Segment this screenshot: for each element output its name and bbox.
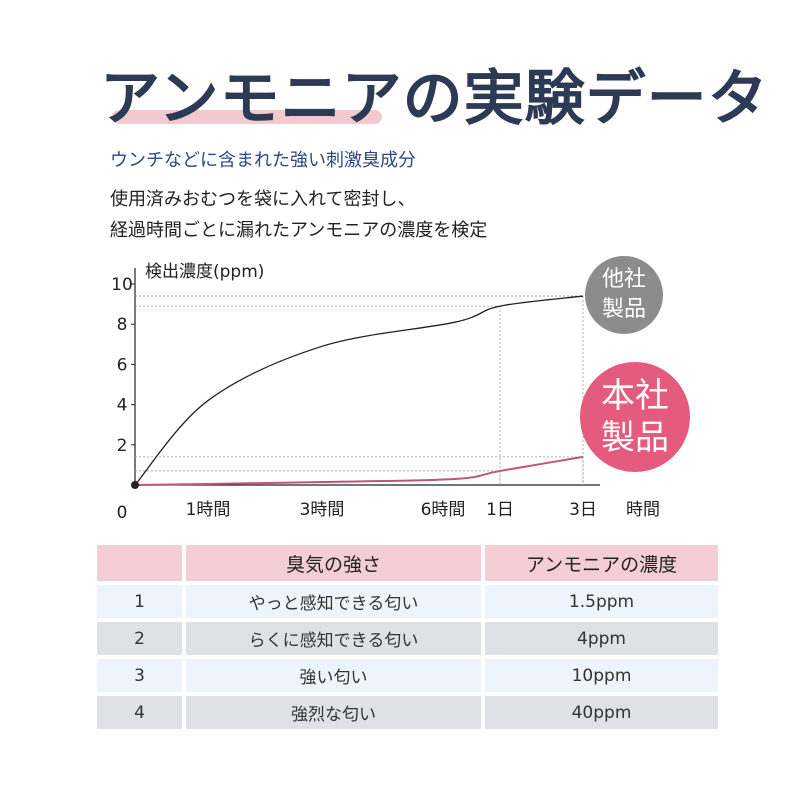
description-line-1: 使用済みおむつを袋に入れて密封し、 [110, 189, 416, 210]
row-concentration: 10ppm [485, 659, 718, 692]
description: 使用済みおむつを袋に入れて密封し、 経過時間ごとに漏れたアンモニアの濃度を検定 [110, 184, 487, 246]
series-line-other [134, 295, 584, 486]
header-ammonia-concentration: アンモニアの濃度 [485, 545, 718, 581]
table-row: 3 強い匂い 10ppm [97, 659, 718, 692]
row-concentration: 1.5ppm [485, 585, 718, 618]
origin-dot [131, 481, 139, 489]
x-tick-label: 3日 [569, 500, 597, 520]
row-odor-level: らくに感知できる匂い [186, 622, 481, 655]
title-block: アンモニアの実験データ [100, 50, 768, 140]
x-axis-label: 時間 [626, 500, 660, 520]
row-number: 1 [97, 585, 182, 618]
badge-other-line-1: 他社 [601, 267, 646, 292]
badge-other-line-2: 製品 [601, 297, 646, 322]
badge-other-product: 他社 製品 [585, 256, 663, 334]
odor-table: 臭気の強さ アンモニアの濃度 1 やっと感知できる匂い 1.5ppm 2 らくに… [93, 541, 722, 733]
subtitle: ウンチなどに含まれた強い刺激臭成分 [110, 150, 416, 171]
title-underline [112, 110, 382, 124]
y-tick-label: 0 [117, 503, 128, 523]
row-concentration: 40ppm [485, 696, 718, 729]
page-title: アンモニアの実験データ [100, 64, 769, 134]
row-odor-level: 強烈な匂い [186, 696, 481, 729]
badge-ours-line-1: 本社 [601, 376, 669, 416]
row-number: 4 [97, 696, 182, 729]
y-tick-label: 10 [111, 275, 133, 295]
header-odor-strength: 臭気の強さ [186, 545, 481, 581]
x-tick-label: 6時間 [421, 500, 466, 520]
table-row: 4 強烈な匂い 40ppm [97, 696, 718, 729]
y-tick-label: 6 [117, 355, 128, 375]
row-concentration: 4ppm [485, 622, 718, 655]
row-odor-level: 強い匂い [186, 659, 481, 692]
x-tick-label: 1日 [486, 500, 514, 520]
badge-our-product: 本社 製品 [580, 362, 690, 472]
table-row: 1 やっと感知できる匂い 1.5ppm [97, 585, 718, 618]
row-odor-level: やっと感知できる匂い [186, 585, 481, 618]
y-tick-label: 4 [117, 396, 128, 416]
table-row: 2 らくに感知できる匂い 4ppm [97, 622, 718, 655]
ammonia-line-chart: 0 2 4 6 8 10 検出濃度(ppm) 1時間 3時間 6時間 1日 3日 時間 [111, 262, 660, 523]
row-number: 3 [97, 659, 182, 692]
y-tick-label: 8 [117, 315, 128, 335]
badge-ours-line-2: 製品 [601, 418, 669, 458]
header-number [97, 545, 182, 581]
x-tick-label: 1時間 [186, 500, 231, 520]
table-header-row: 臭気の強さ アンモニアの濃度 [97, 545, 718, 581]
description-line-2: 経過時間ごとに漏れたアンモニアの濃度を検定 [110, 220, 488, 241]
x-tick-label: 3時間 [300, 500, 345, 520]
y-axis-label: 検出濃度(ppm) [145, 262, 264, 282]
y-tick-label: 2 [117, 436, 128, 456]
row-number: 2 [97, 622, 182, 655]
